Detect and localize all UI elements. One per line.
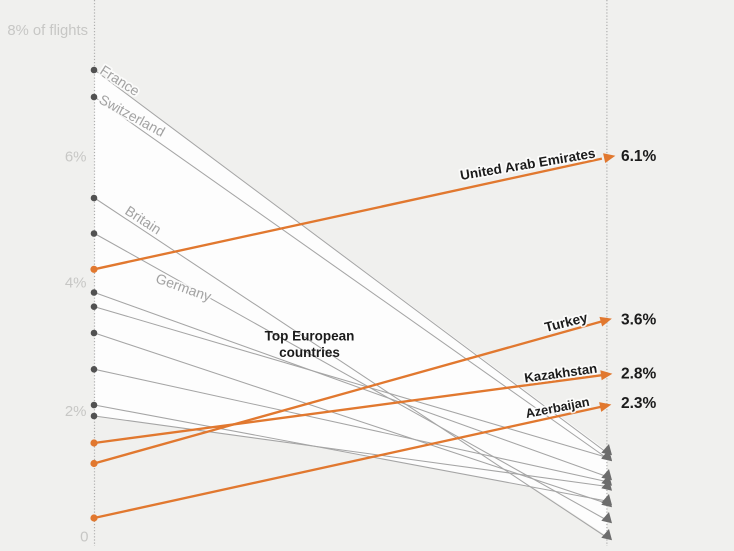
svg-text:3.6%: 3.6%	[621, 312, 657, 329]
svg-text:4%: 4%	[65, 275, 87, 292]
svg-text:2.3%: 2.3%	[621, 395, 657, 412]
svg-text:countries: countries	[279, 345, 340, 360]
svg-text:Top European: Top European	[265, 329, 355, 344]
svg-text:2%: 2%	[65, 403, 87, 420]
svg-text:0: 0	[80, 529, 88, 546]
svg-text:6.1%: 6.1%	[621, 148, 657, 165]
svg-text:6%: 6%	[65, 148, 87, 165]
svg-text:2.8%: 2.8%	[621, 365, 657, 382]
svg-text:8% of flights: 8% of flights	[7, 23, 88, 39]
